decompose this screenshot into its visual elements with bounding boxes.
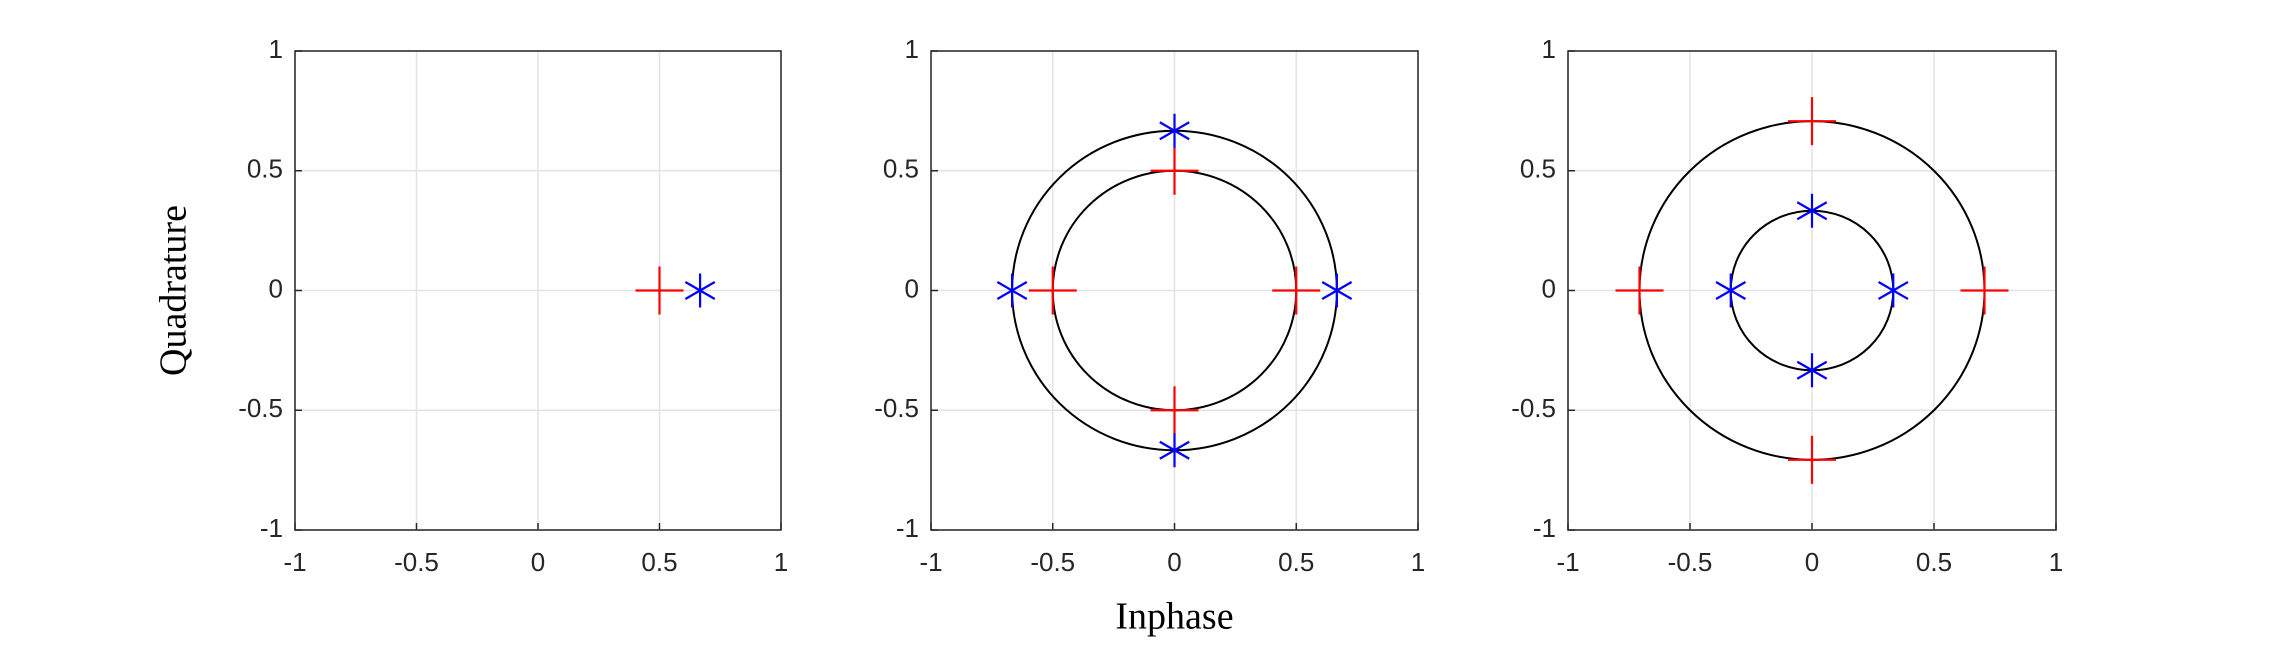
star-marker: [1796, 193, 1828, 228]
x-tick-label: 1: [774, 547, 788, 577]
x-axis-label: Inphase: [1115, 596, 1233, 638]
plus-marker: [1150, 146, 1199, 195]
y-tick-label: 0: [905, 273, 919, 303]
plus-marker: [1788, 97, 1836, 146]
y-tick-label: 1: [269, 34, 283, 64]
marker-arm: [1159, 440, 1190, 460]
y-tick-label: 0.5: [1520, 154, 1556, 184]
marker-arm: [1877, 281, 1909, 300]
y-tick-label: -1: [896, 513, 919, 543]
y-tick-label: -1: [1533, 513, 1556, 543]
y-tick-label: 0.5: [883, 154, 919, 184]
star-marker: [1159, 113, 1190, 148]
y-tick-label: 0.5: [247, 154, 283, 184]
x-tick-label: 0: [531, 547, 545, 577]
marker-arm: [1159, 121, 1190, 141]
star-marker: [1159, 433, 1190, 468]
marker-arm: [1796, 360, 1828, 380]
plus-marker: [1028, 266, 1077, 315]
x-tick-label: -1: [1556, 547, 1579, 577]
marker-arm: [684, 281, 716, 300]
star-marker: [1877, 273, 1909, 308]
star-marker: [684, 273, 716, 308]
axes-box: [294, 50, 782, 531]
x-tick-label: 0.5: [1916, 547, 1952, 577]
x-tick-label: -1: [919, 547, 942, 577]
star-marker: [1715, 273, 1747, 308]
marker-arm: [1715, 281, 1747, 300]
x-tick-label: 0.5: [1278, 547, 1314, 577]
x-tick-label: 0: [1805, 547, 1819, 577]
x-tick-label: -0.5: [1030, 547, 1075, 577]
plus-marker: [1615, 266, 1664, 315]
y-tick-label: 1: [905, 34, 919, 64]
marker-arm: [1796, 201, 1828, 221]
star-marker: [1796, 353, 1828, 388]
y-tick-label: 1: [1542, 34, 1556, 64]
plus-marker: [1960, 266, 2009, 315]
y-tick-label: 0: [269, 273, 283, 303]
marker-arm: [1321, 281, 1353, 300]
x-tick-label: -1: [283, 547, 306, 577]
y-tick-label: -0.5: [874, 393, 919, 423]
y-tick-label: -1: [260, 513, 283, 543]
plus-marker: [1272, 266, 1321, 315]
y-tick-label: 0: [1542, 273, 1556, 303]
star-marker: [1321, 273, 1353, 308]
x-tick-label: 1: [1411, 547, 1425, 577]
marker-arm: [996, 281, 1028, 300]
plus-marker: [635, 266, 684, 315]
axes-box: [1567, 50, 2057, 531]
x-tick-label: -0.5: [1668, 547, 1713, 577]
x-tick-label: 0.5: [641, 547, 677, 577]
y-tick-label: -0.5: [1511, 393, 1556, 423]
axes-box: [930, 50, 1419, 531]
x-tick-label: -0.5: [394, 547, 439, 577]
y-axis-label: Quadrature: [153, 205, 195, 376]
plus-marker: [1788, 435, 1836, 484]
x-tick-label: 1: [2049, 547, 2063, 577]
x-tick-label: 0: [1167, 547, 1181, 577]
star-marker: [996, 273, 1028, 308]
y-tick-label: -0.5: [238, 393, 283, 423]
plus-marker: [1150, 386, 1199, 435]
